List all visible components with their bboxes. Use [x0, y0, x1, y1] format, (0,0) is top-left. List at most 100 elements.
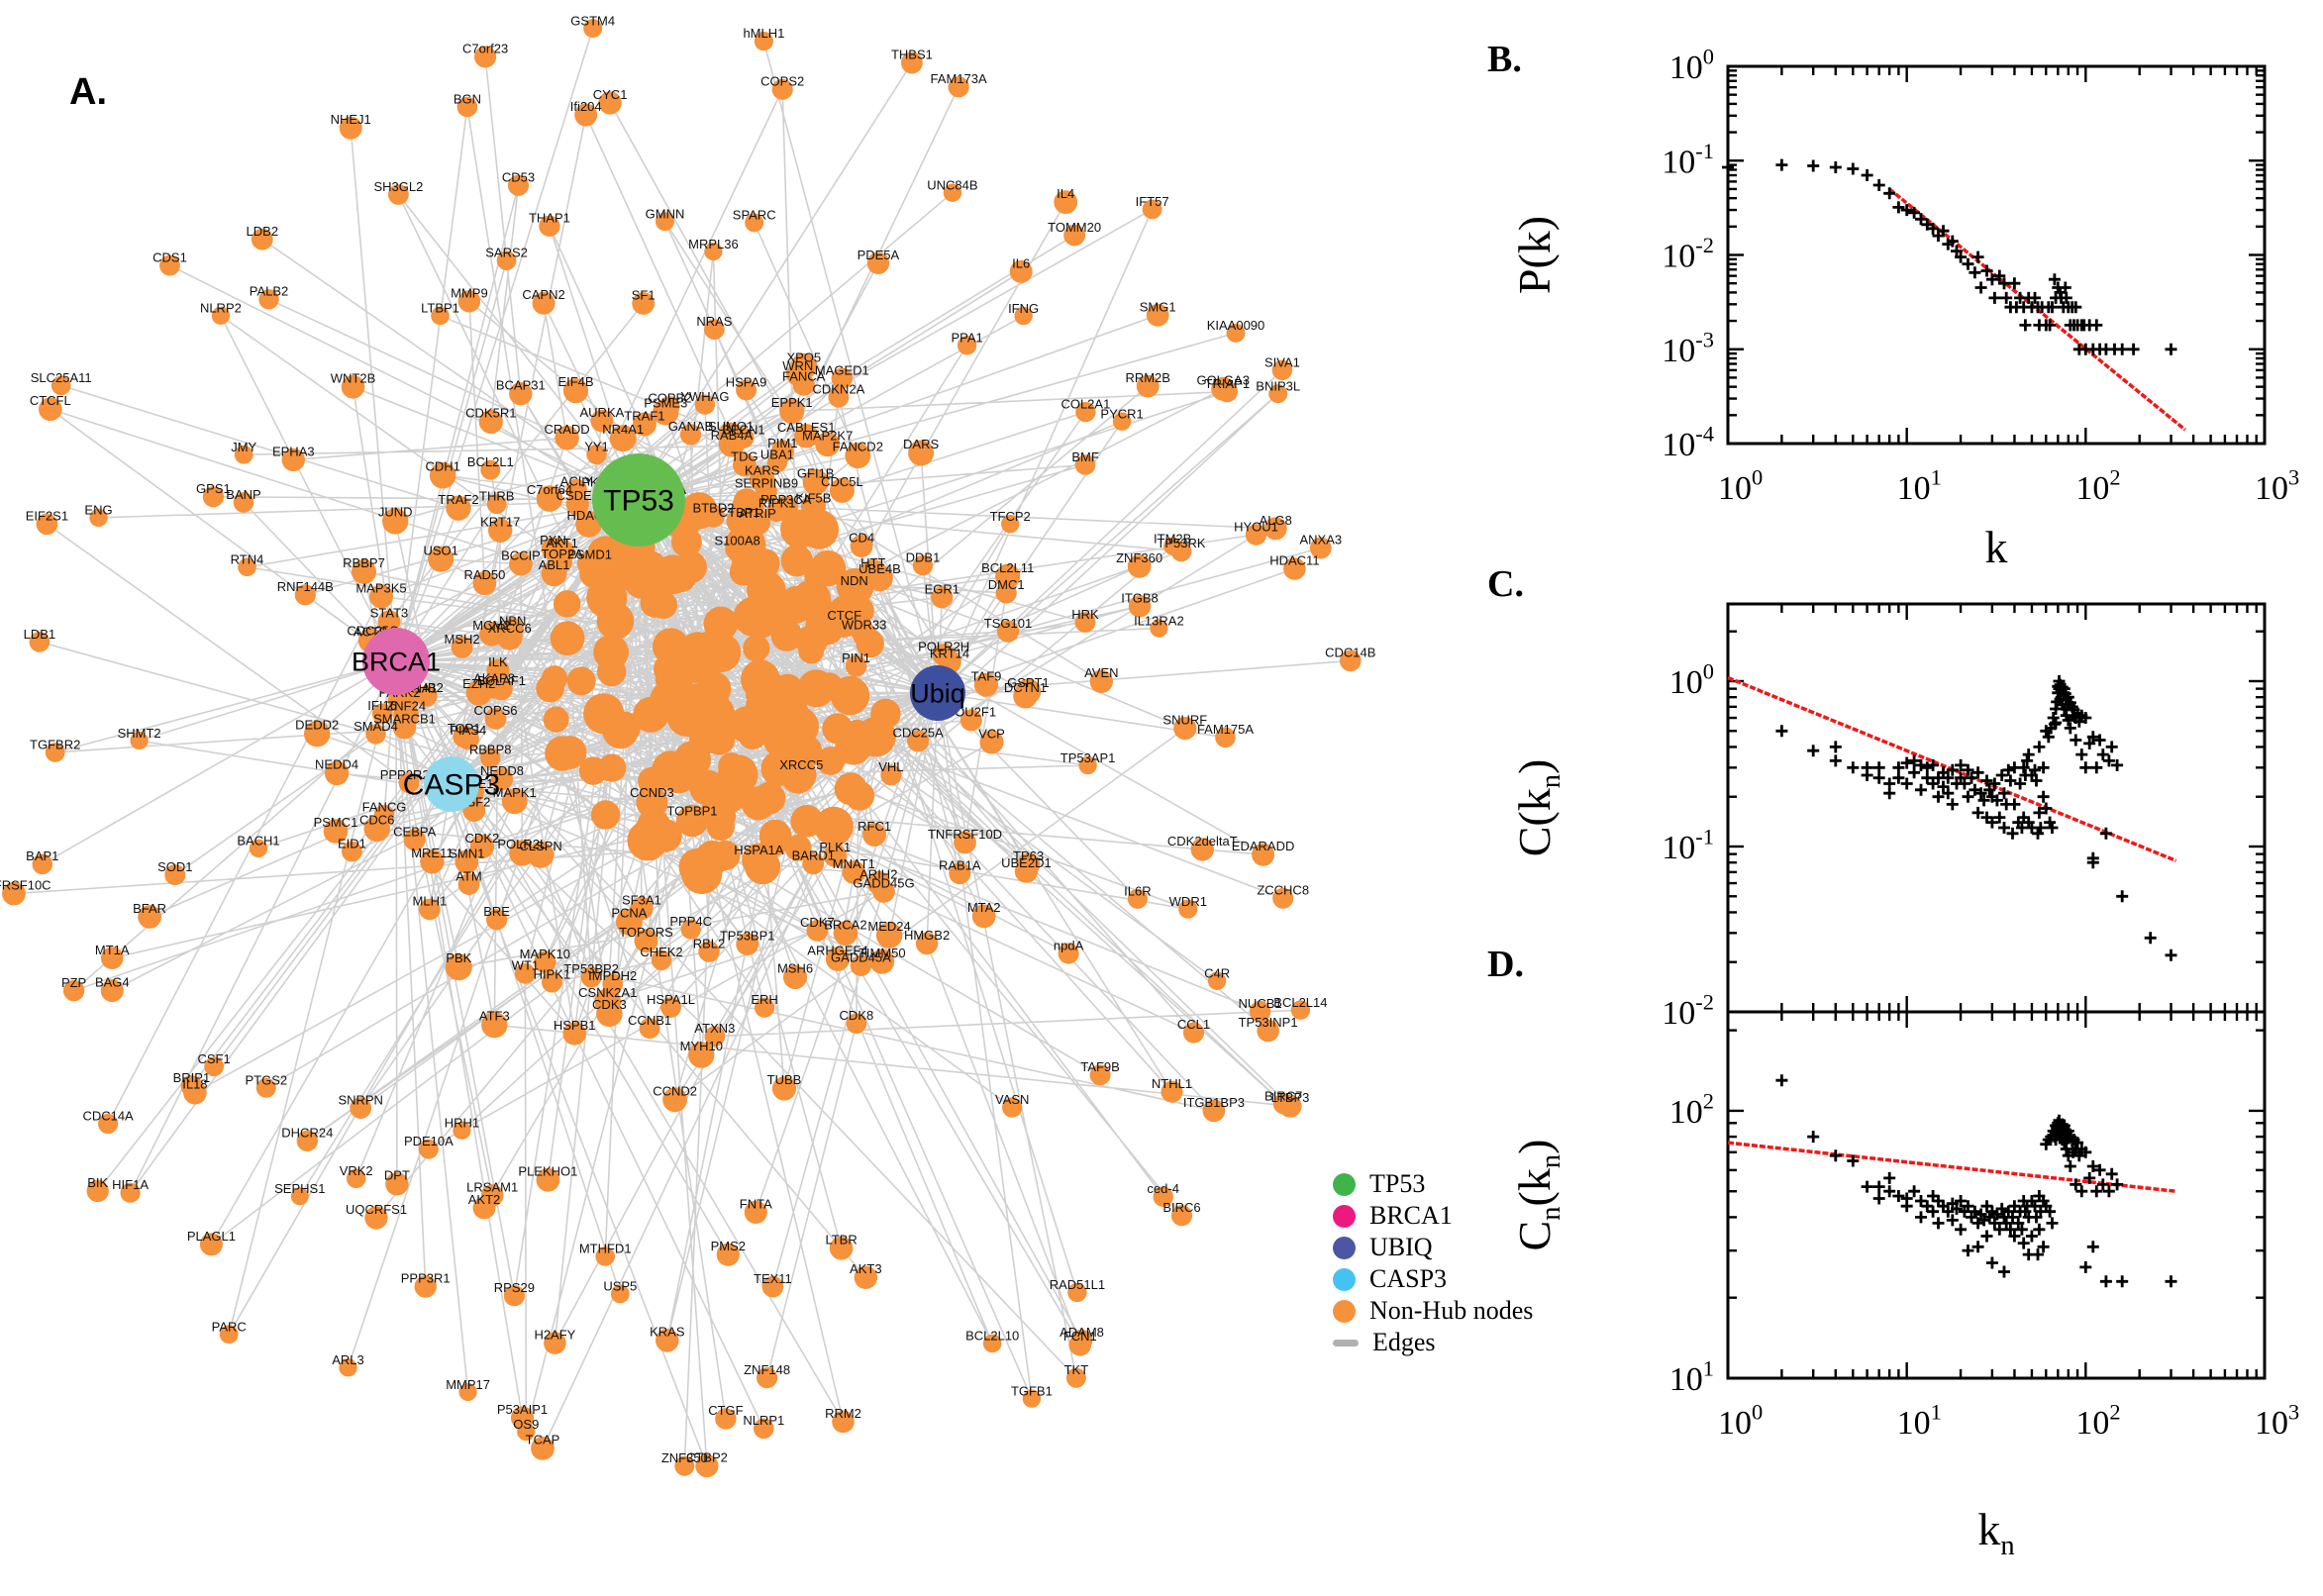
network-node-label: CDH1	[425, 459, 459, 474]
legend-label: UBIQ	[1369, 1233, 1433, 1261]
network-node-label: CDS1	[152, 249, 187, 264]
hub-label-TP53: TP53	[603, 485, 674, 518]
network-node-label: FANCG	[362, 799, 407, 814]
network-node-label: BAP1	[26, 848, 58, 863]
network-node-label: CDK8	[840, 1008, 874, 1023]
network-node-label: TOPBP1	[666, 803, 717, 818]
network-node	[831, 367, 853, 389]
network-node-label: RBBP7	[343, 555, 385, 570]
network-node	[638, 550, 666, 580]
network-node-label: PZP	[61, 975, 86, 990]
network-node	[199, 1233, 223, 1256]
network-node	[660, 997, 681, 1018]
network-node	[304, 721, 331, 748]
network-node	[486, 658, 510, 682]
network-node	[39, 397, 62, 422]
network-node-label: RAB4A	[711, 428, 754, 443]
network-node	[725, 537, 750, 561]
network-node-label: ABL1	[539, 557, 570, 572]
network-node	[656, 212, 674, 232]
network-node-label: GSPT1	[1007, 675, 1050, 690]
network-node-label: HTT	[860, 555, 885, 570]
network-node	[365, 724, 386, 745]
x-axis-title: k	[1985, 522, 2008, 572]
hub-label-BRCA1: BRCA1	[352, 647, 441, 676]
network-node	[653, 399, 679, 426]
network-node	[845, 655, 867, 677]
network-node	[45, 743, 65, 762]
network-node	[829, 1236, 854, 1260]
axis-tick-label: 10-2	[1662, 990, 1714, 1032]
network-node-label: LTBP1	[421, 301, 459, 316]
network-node-label: AKT3	[850, 1261, 882, 1276]
network-node-label: TGFBR2	[30, 737, 80, 751]
network-node	[822, 713, 854, 745]
network-node-label: MSH6	[777, 961, 813, 976]
network-node	[957, 336, 977, 355]
network-node-label: TRIAP1	[1205, 376, 1251, 391]
network-node	[875, 922, 903, 948]
network-node-label: PIAS4	[450, 723, 486, 738]
network-node-label: C4R	[1204, 966, 1230, 981]
network-node-label: AURKA	[580, 405, 625, 420]
network-node-label: FAM173A	[931, 71, 987, 86]
network-node	[1263, 517, 1287, 541]
network-node-label: KRT17	[480, 515, 520, 530]
network-node-label: MSH2	[445, 632, 480, 647]
network-node-label: DHCR24	[281, 1126, 333, 1141]
network-node-label: RFC1	[858, 819, 891, 834]
network-node	[1271, 359, 1293, 380]
network-node-label: WT1	[512, 958, 539, 973]
network-node-label: BECN1	[722, 423, 764, 438]
network-node-label: CEBPA	[393, 824, 436, 839]
network-node	[576, 550, 603, 576]
network-node-label: TP63	[1013, 848, 1044, 863]
axis-tick-label: 10-4	[1662, 422, 1714, 463]
network-node-label: LTBR	[825, 1233, 857, 1247]
network-node-label: RBL2	[693, 936, 726, 950]
network-node-label: EIF2S1	[26, 509, 68, 524]
scatter-points	[1775, 1074, 2177, 1288]
network-node	[36, 513, 58, 536]
network-node	[1340, 649, 1362, 672]
network-node-label: PPP4C	[669, 914, 712, 929]
network-node-label: SMAD4	[354, 719, 398, 734]
network-node-label: WDR33	[842, 618, 887, 633]
network-node	[791, 579, 832, 619]
network-node	[794, 424, 819, 449]
network-node	[771, 78, 793, 100]
network-node	[341, 375, 365, 399]
network-node-label: IFNG	[1008, 301, 1039, 316]
network-node-label: PTGS2	[245, 1072, 287, 1087]
network-node-label: RBBP8	[469, 743, 512, 757]
network-node-label: PSMC1	[314, 815, 358, 830]
network-node-label: NTHL1	[1152, 1076, 1192, 1091]
network-node	[1190, 838, 1215, 861]
network-node	[630, 896, 654, 921]
network-node-label: PLEKHO1	[518, 1164, 577, 1179]
network-node	[100, 947, 124, 969]
node-swatch-TP53	[1333, 1172, 1356, 1196]
network-node	[949, 862, 971, 885]
network-node-label: CDK5R1	[465, 406, 516, 421]
network-node-label: TAF9B	[1080, 1059, 1120, 1074]
network-node-label: MNAT1	[833, 856, 875, 871]
network-node-label: CTBP1	[719, 505, 760, 520]
network-node	[456, 96, 478, 118]
network-node-label: CTCF	[827, 608, 861, 623]
network-node	[382, 508, 409, 535]
network-node	[943, 183, 962, 202]
network-node	[453, 725, 475, 748]
network-node	[536, 1167, 560, 1192]
network-node	[1068, 1333, 1092, 1356]
network-node	[825, 947, 851, 971]
network-node	[369, 584, 393, 609]
network-node	[377, 610, 401, 633]
network-node	[761, 1275, 784, 1298]
network-node-label: P53AIP1	[497, 1402, 548, 1417]
network-node-label: SMG1	[1140, 299, 1176, 314]
network-node	[854, 1265, 877, 1290]
network-node	[802, 468, 829, 495]
axis-tick-label: 102	[2075, 465, 2120, 507]
network-node-label: CHEK2	[640, 945, 682, 959]
